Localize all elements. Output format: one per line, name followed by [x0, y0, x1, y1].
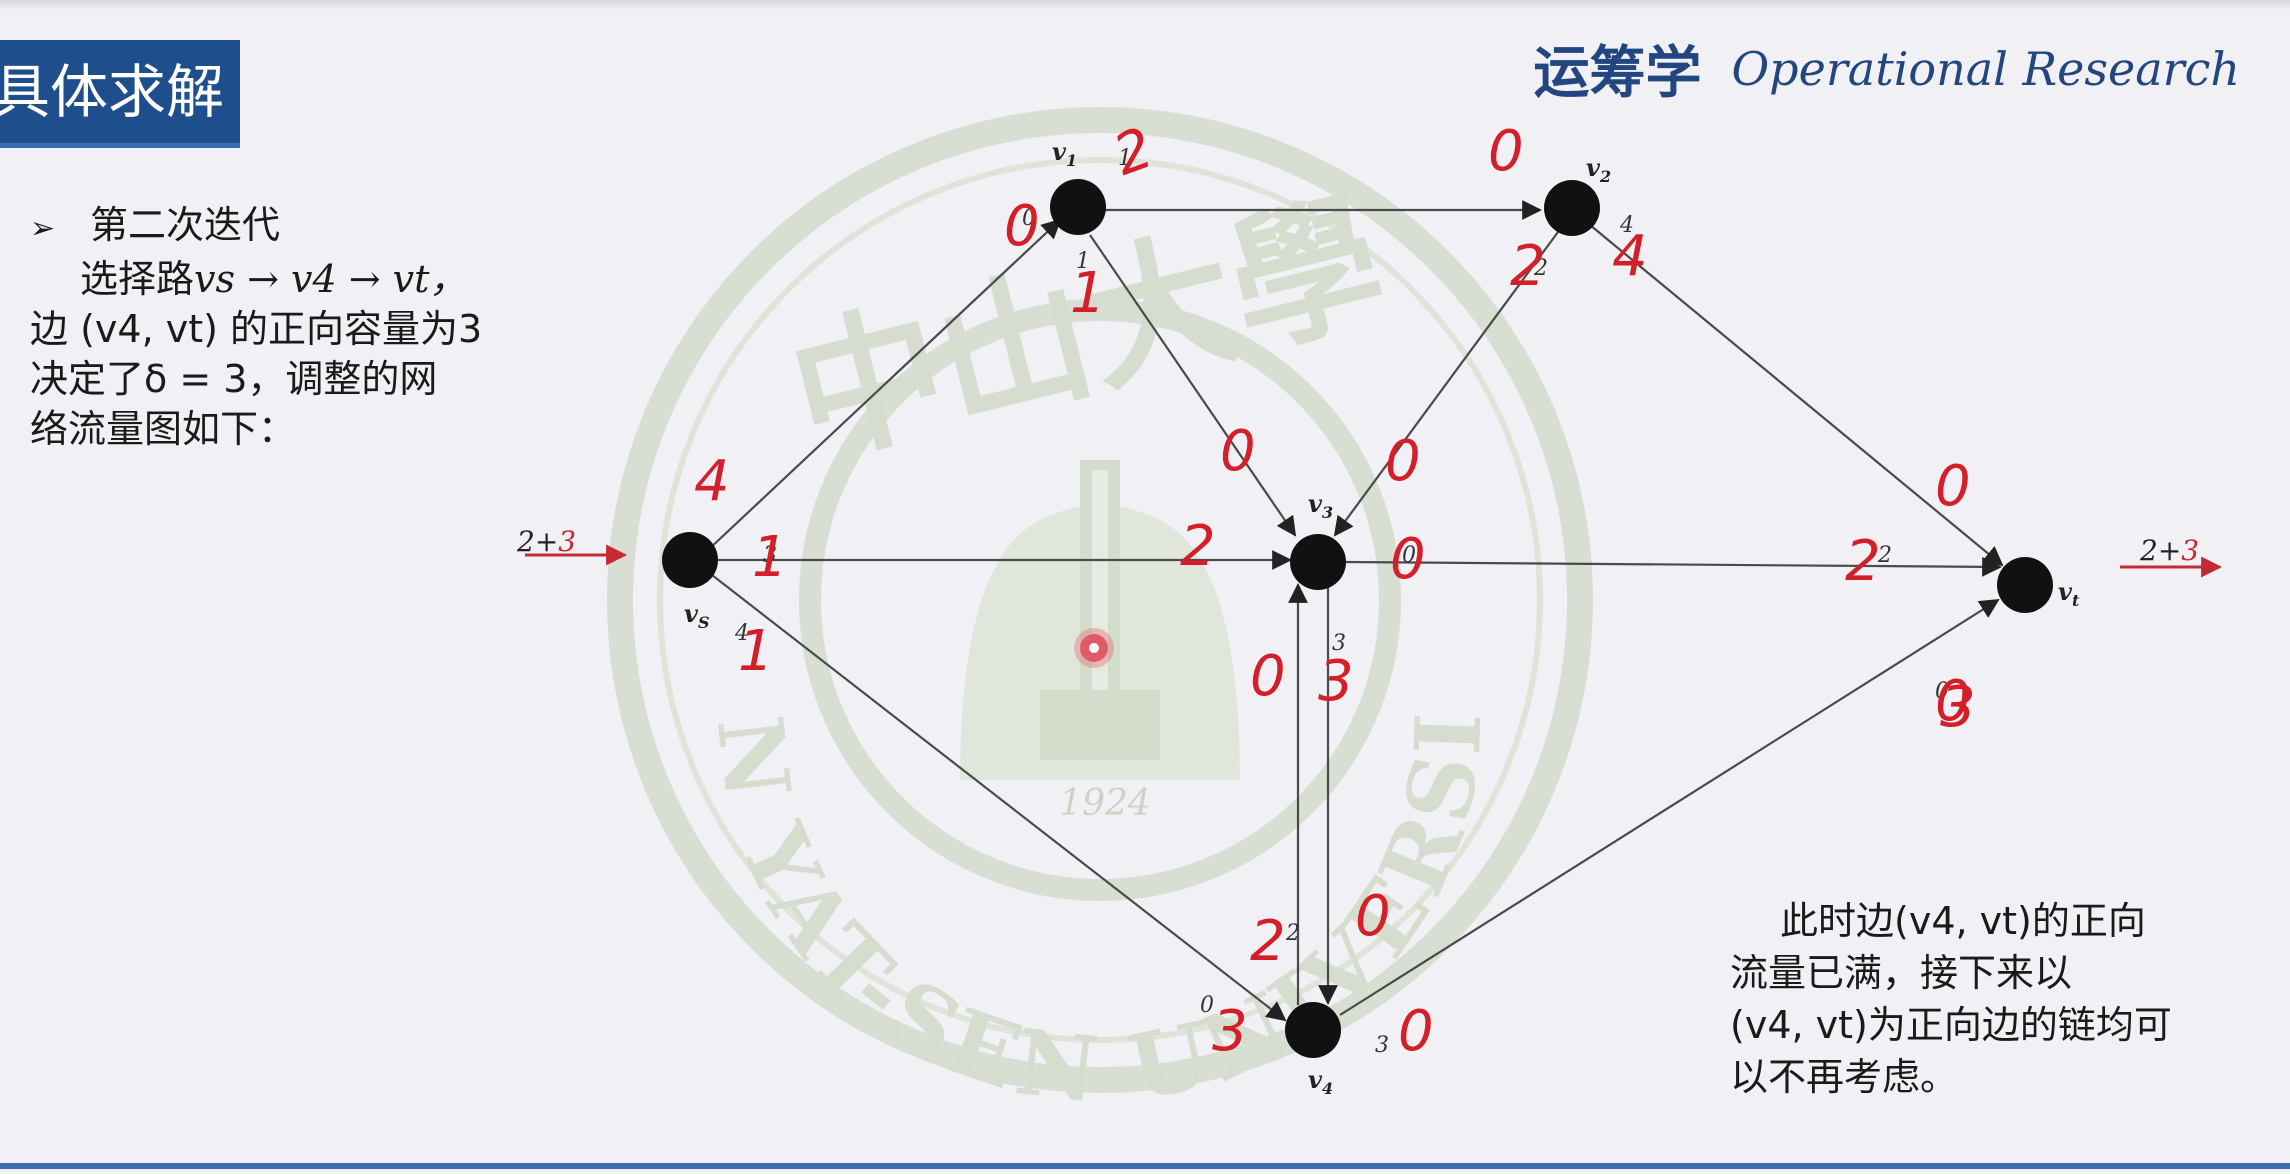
hand-label: 0 [1935, 669, 1971, 734]
node-labels: vS v1 v2 v3 v4 vt [684, 137, 2080, 1098]
printed-label: 1 [1076, 249, 1090, 274]
hand-label: 0 [1935, 454, 1971, 519]
source-flow-label: 2+3 [516, 525, 576, 558]
node-label-vs: vS [684, 599, 710, 632]
node-vt [1997, 557, 2053, 613]
node-v2 [1544, 180, 1600, 236]
brand-english: Operational Research [1731, 41, 2240, 96]
node-label-vt: vt [2058, 577, 2080, 610]
printed-label: 4 [734, 621, 749, 646]
hand-label: 0 [1220, 419, 1256, 484]
printed-label: 2 [1533, 256, 1548, 281]
hand-label: 4 [1612, 224, 1648, 289]
capacity-line: 边 (v4, vt) 的正向容量为3 [30, 307, 483, 351]
bullet-heading: ➢ 第二次迭代 [30, 200, 530, 254]
printed-label: 3 [1375, 1033, 1389, 1058]
printed-label: 0 [1935, 679, 1949, 704]
node-label-v3: v3 [1308, 489, 1333, 522]
hand-label: 0 [1250, 644, 1286, 709]
note-line-2: 流量已满，接下来以 [1730, 951, 2073, 995]
arrow-bullet-icon: ➢ [30, 211, 56, 246]
printed-label: 0 [1200, 993, 1214, 1018]
node-label-v4: v4 [1308, 1065, 1333, 1098]
hand-label: 0 [1004, 194, 1040, 259]
hand-label: 1 [738, 619, 774, 684]
hand-label: 2 [1250, 909, 1286, 974]
edge-v2-v3 [1333, 231, 1559, 537]
printed-label: 3 [1332, 631, 1346, 656]
footer-divider [0, 1163, 2290, 1169]
saturation-note: 此时边(v4, vt)的正向 流量已满，接下来以 (v4, vt)为正向边的链均… [1730, 895, 2240, 1103]
hand-label: 3 [1940, 675, 1976, 740]
note-line-3: (v4, vt)为正向边的链均可 [1730, 1003, 2172, 1047]
hand-label: 3 [1318, 649, 1354, 714]
path-line: 选择路vs → v4 → vt， [80, 257, 468, 301]
hand-label: 2 [1180, 514, 1216, 579]
hand-label: 2 [1510, 234, 1546, 299]
hand-label: 2 [1845, 529, 1881, 594]
adjust-line: 络流量图如下： [30, 407, 297, 451]
hand-label: 4 [694, 449, 730, 514]
printed-label: 3 [763, 543, 777, 568]
hand-label: 0 [1385, 429, 1421, 494]
hand-label: 1 [752, 525, 788, 590]
edge-v3-vt [1344, 556, 2002, 577]
printed-label: 2 [1285, 921, 1300, 946]
hand-label: 0 [1355, 884, 1391, 949]
node-label-v2: v2 [1586, 153, 1611, 186]
edge-vs-v4 [711, 574, 1287, 1022]
note-line-4: 以不再考虑。 [1730, 1055, 1959, 1099]
iteration-description: ➢ 第二次迭代 选择路vs → v4 → vt， 边 (v4, vt) 的正向容量… [30, 200, 530, 454]
handwritten-annotations: 2 0 1 0 4 2 4 1 1 0 0 2 0 0 0 3 0 2 0 3 … [694, 116, 1976, 1064]
printed-edge-labels: 0 1 1 4 2 2 3 0 4 0 3 2 0 3 [734, 146, 1949, 1058]
edge-v1-v3 [1089, 234, 1297, 537]
edge-v2-vt [1589, 224, 2004, 567]
pointer-cursor-icon [1080, 634, 1108, 662]
sink-flow-label: 2+3 [2139, 534, 2199, 567]
hand-label: 1 [1070, 261, 1106, 326]
printed-label: 1 [1118, 146, 1132, 171]
delta-line: 决定了δ = 3，调整的网 [30, 357, 438, 401]
printed-label: 0 [1022, 206, 1036, 231]
brand-chinese: 运筹学 [1533, 40, 1702, 106]
note-line-1: 此时边(v4, vt)的正向 [1780, 899, 2146, 943]
course-brand: 运筹学 Operational Research [1533, 28, 2240, 108]
node-v1 [1050, 179, 1106, 235]
node-v4 [1285, 1002, 1341, 1058]
section-title: 具体求解 [0, 40, 240, 148]
hand-label: 0 [1390, 527, 1426, 592]
edge-v4-vt [1339, 598, 2000, 1016]
hand-label: 3 [1212, 999, 1248, 1064]
printed-label: 4 [1619, 213, 1634, 238]
node-label-v1: v1 [1052, 137, 1077, 170]
top-gradient-bar [0, 0, 2290, 10]
seal-year: 1924 [1059, 783, 1151, 824]
printed-label: 2 [1877, 543, 1892, 568]
node-vs [662, 532, 718, 588]
iteration-heading: 第二次迭代 [90, 203, 281, 247]
printed-label: 0 [1402, 543, 1416, 568]
graph-nodes [662, 179, 2053, 1058]
hand-label: 0 [1398, 999, 1434, 1064]
graph-edges [707, 200, 2004, 1022]
hand-label: 0 [1488, 119, 1524, 184]
node-v3 [1290, 534, 1346, 590]
edge-vs-v1 [707, 218, 1062, 551]
